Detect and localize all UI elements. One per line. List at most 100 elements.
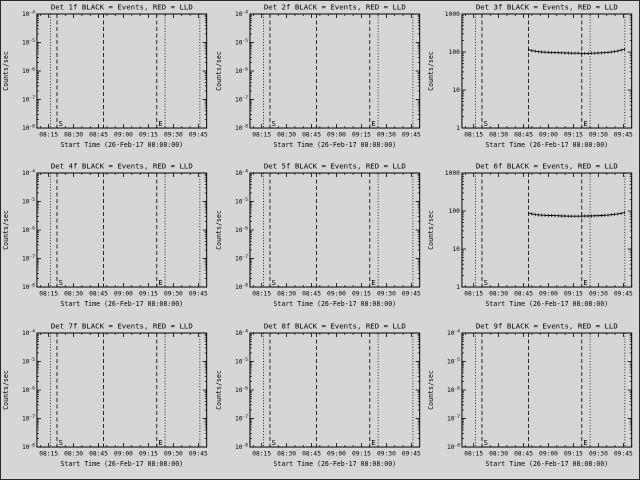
x-tick-label: 09:00 <box>114 291 133 298</box>
x-tick-label: 08:45 <box>302 450 321 457</box>
x-tick-label: 08:15 <box>252 291 271 298</box>
x-tick-label: 09:15 <box>139 450 158 457</box>
plot-svg-5f: Det 5f BLACK = Events, RED = LLD Counts/s… <box>215 162 421 309</box>
y-tick-label: 1 <box>456 125 460 132</box>
y-tick-label: 10-4 <box>235 10 248 19</box>
marker-label-E: E <box>371 278 375 287</box>
marker-label-S: S <box>58 119 62 128</box>
y-axis-label: Counts/sec <box>215 210 223 250</box>
x-tick-label: 09:45 <box>614 132 633 139</box>
x-tick-label: 09:30 <box>164 132 183 139</box>
plot-frame <box>36 172 208 288</box>
x-tick-label: 09:45 <box>402 291 421 298</box>
y-tick-label: 10-6 <box>235 385 248 394</box>
marker-label-S: S <box>58 278 62 287</box>
plot-title: Det 1f BLACK = Events, RED = LLD <box>51 2 193 11</box>
x-tick-label: 08:30 <box>64 291 83 298</box>
plot-title: Det 6f BLACK = Events, RED = LLD <box>476 162 618 171</box>
plot-frame <box>249 172 420 288</box>
plot-panel-2f: Det 2f BLACK = Events, RED = LLD Counts/s… <box>214 1 427 160</box>
y-tick-label: 10-8 <box>22 283 35 292</box>
x-tick-label: 09:45 <box>189 132 208 139</box>
plot-svg-6f: Det 6f BLACK = Events, RED = LLD Counts/s… <box>427 162 633 309</box>
x-tick-label: 08:45 <box>302 132 321 139</box>
x-tick-label: 08:30 <box>277 291 296 298</box>
marker-label-E: E <box>584 119 588 128</box>
x-tick-label: 09:15 <box>139 132 158 139</box>
x-tick-label: 09:15 <box>564 450 583 457</box>
x-tick-label: 09:00 <box>327 291 346 298</box>
x-axis-label: Start Time (26-Feb-17 08:08:00) <box>486 300 609 308</box>
x-tick-label: 09:00 <box>539 291 558 298</box>
y-tick-label: 10-8 <box>235 442 248 451</box>
x-tick-label: 08:15 <box>252 132 271 139</box>
plot-svg-9f: Det 9f BLACK = Events, RED = LLD Counts/s… <box>427 321 633 468</box>
x-tick-label: 08:30 <box>277 450 296 457</box>
x-tick-label: 08:15 <box>465 450 484 457</box>
plot-panel-1f: Det 1f BLACK = Events, RED = LLD Counts/s… <box>1 1 214 160</box>
plot-title: Det 8f BLACK = Events, RED = LLD <box>263 321 405 330</box>
x-tick-label: 08:15 <box>39 291 58 298</box>
x-tick-label: 09:00 <box>539 132 558 139</box>
plot-svg-2f: Det 2f BLACK = Events, RED = LLD Counts/s… <box>215 2 421 149</box>
x-tick-label: 09:15 <box>564 291 583 298</box>
y-tick-label: 10-4 <box>22 169 35 178</box>
marker-label-S: S <box>484 278 488 287</box>
y-tick-label: 10-5 <box>235 197 248 206</box>
x-tick-label: 08:30 <box>489 291 508 298</box>
y-tick-label: 10-6 <box>235 67 248 76</box>
y-tick-label: 10-8 <box>235 283 248 292</box>
x-axis-label: Start Time (26-Feb-17 08:08:00) <box>273 460 396 468</box>
x-tick-label: 08:30 <box>277 132 296 139</box>
y-axis-label: Counts/sec <box>427 51 435 91</box>
plot-panel-5f: Det 5f BLACK = Events, RED = LLD Counts/s… <box>214 160 427 319</box>
y-tick-label: 10-6 <box>235 226 248 235</box>
x-tick-label: 08:15 <box>465 291 484 298</box>
marker-label-S: S <box>271 438 275 447</box>
x-tick-label: 09:45 <box>402 132 421 139</box>
y-tick-label: 1000 <box>445 171 460 178</box>
x-tick-label: 08:15 <box>39 132 58 139</box>
x-tick-label: 08:45 <box>514 291 533 298</box>
x-tick-label: 09:30 <box>589 132 608 139</box>
y-axis-label: Counts/sec <box>2 370 10 410</box>
x-tick-label: 09:00 <box>327 450 346 457</box>
x-tick-label: 09:30 <box>377 291 396 298</box>
y-tick-label: 10 <box>453 247 461 254</box>
x-axis-label: Start Time (26-Feb-17 08:08:00) <box>60 460 183 468</box>
plot-svg-1f: Det 1f BLACK = Events, RED = LLD Counts/s… <box>2 2 208 149</box>
x-tick-label: 09:15 <box>564 132 583 139</box>
y-axis-label: Counts/sec <box>2 210 10 250</box>
plot-title: Det 7f BLACK = Events, RED = LLD <box>51 321 193 330</box>
marker-label-S: S <box>484 438 488 447</box>
x-axis-label: Start Time (26-Feb-17 08:08:00) <box>486 141 609 149</box>
y-tick-label: 10 <box>453 87 461 94</box>
marker-label-S: S <box>484 119 488 128</box>
x-tick-label: 08:30 <box>64 450 83 457</box>
y-tick-label: 10-5 <box>22 38 35 47</box>
marker-label-E: E <box>158 438 162 447</box>
plot-title: Det 2f BLACK = Events, RED = LLD <box>263 2 405 11</box>
y-tick-label: 10-7 <box>235 95 248 104</box>
y-tick-label: 10-5 <box>22 357 35 366</box>
y-tick-label: 10-7 <box>22 254 35 263</box>
x-tick-label: 09:00 <box>539 450 558 457</box>
x-tick-label: 08:45 <box>514 450 533 457</box>
plot-svg-8f: Det 8f BLACK = Events, RED = LLD Counts/s… <box>215 321 421 468</box>
plot-panel-9f: Det 9f BLACK = Events, RED = LLD Counts/s… <box>426 320 639 479</box>
marker-label-E: E <box>158 119 162 128</box>
plot-panel-3f: Det 3f BLACK = Events, RED = LLD Counts/s… <box>426 1 639 160</box>
plot-frame <box>249 13 420 129</box>
x-axis-label: Start Time (26-Feb-17 08:08:00) <box>486 460 609 468</box>
events-series-line <box>528 212 625 217</box>
y-tick-label: 10-8 <box>22 442 35 451</box>
y-tick-label: 10-5 <box>22 197 35 206</box>
y-tick-label: 10-5 <box>447 357 460 366</box>
x-tick-label: 08:15 <box>252 450 271 457</box>
y-tick-label: 10-6 <box>22 226 35 235</box>
y-tick-label: 1000 <box>445 11 460 18</box>
x-tick-label: 08:15 <box>39 450 58 457</box>
plot-panel-6f: Det 6f BLACK = Events, RED = LLD Counts/s… <box>426 160 639 319</box>
y-tick-label: 100 <box>449 209 461 216</box>
